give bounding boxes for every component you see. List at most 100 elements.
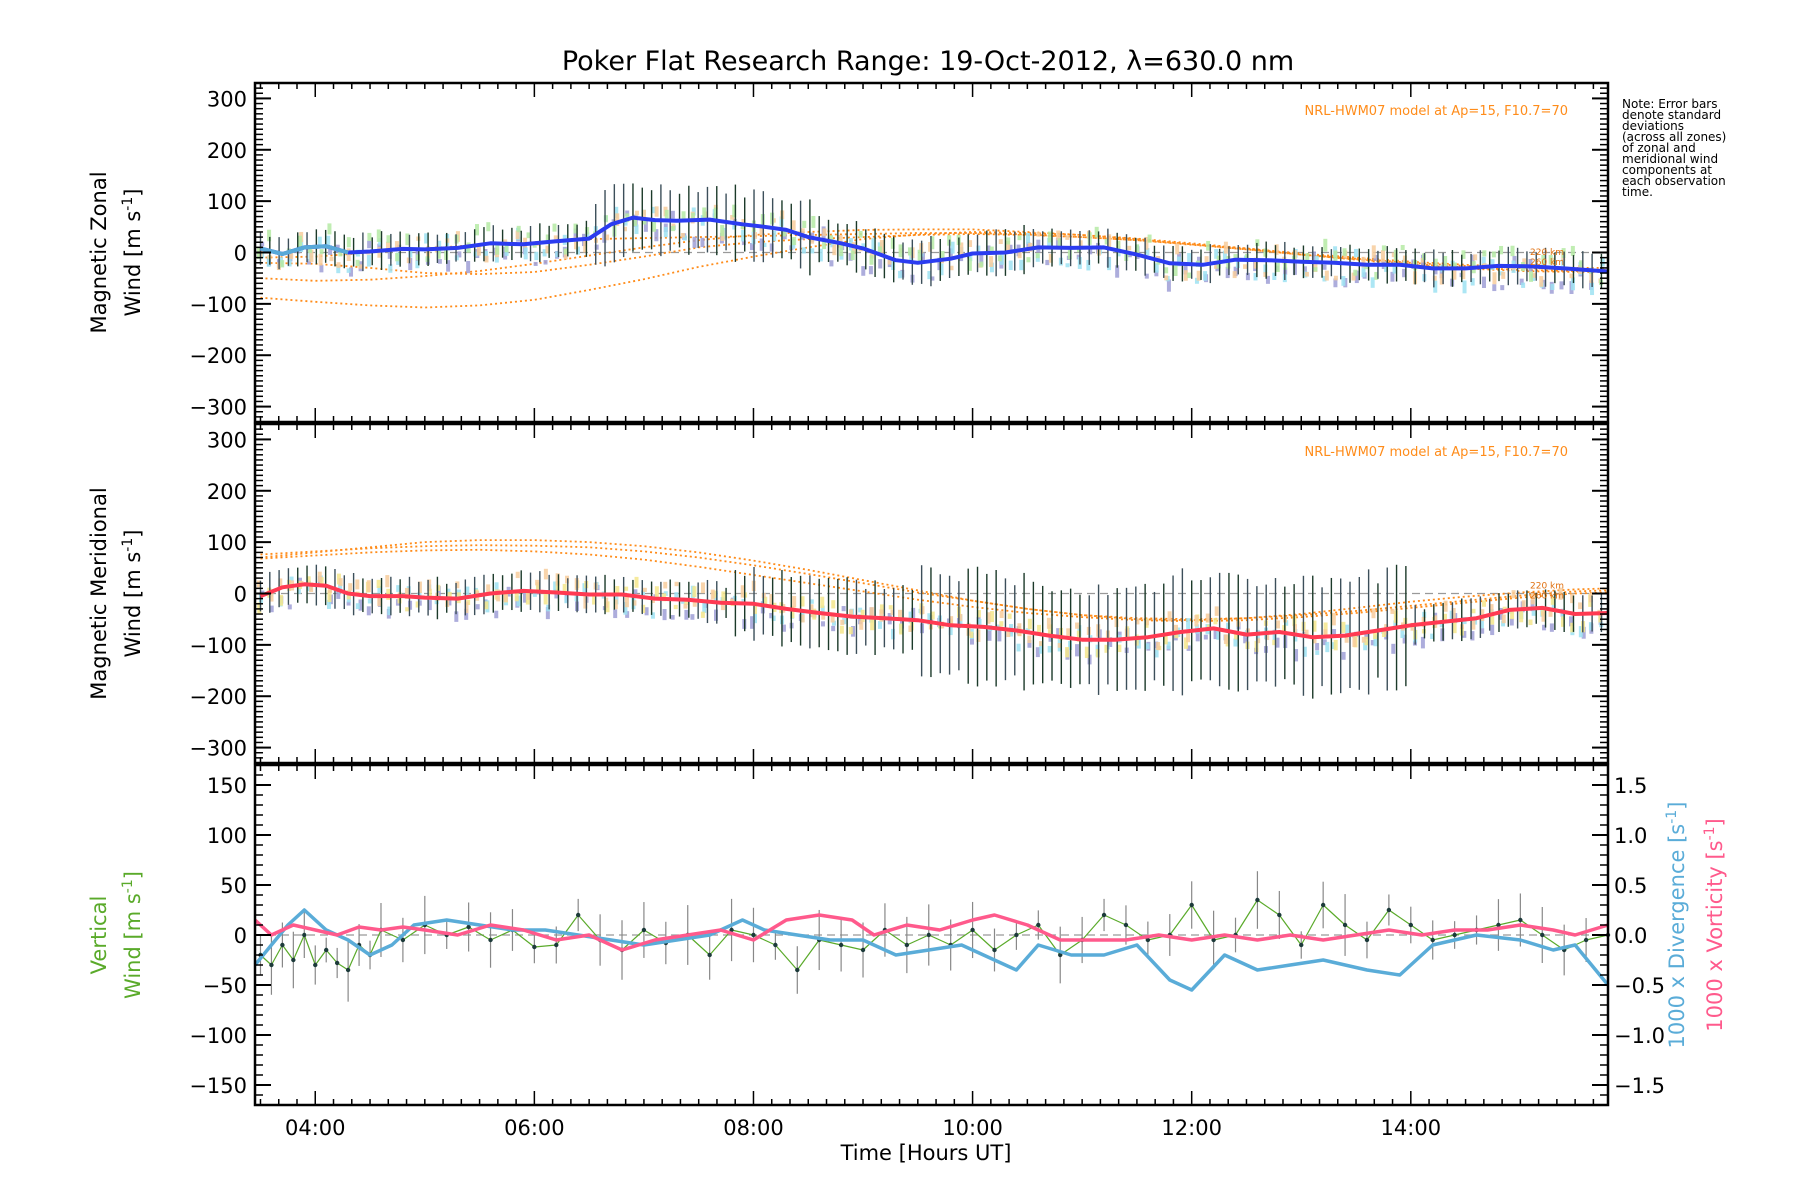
model-curve xyxy=(260,232,1609,271)
zone-observation xyxy=(473,251,478,257)
zone-observation xyxy=(1559,281,1564,290)
zone-observation xyxy=(474,224,479,236)
zone-observation xyxy=(309,582,314,592)
y-tick-label: 200 xyxy=(207,139,247,163)
zone-observation xyxy=(455,581,460,589)
zone-observation xyxy=(546,604,551,612)
zone-observation xyxy=(532,242,537,248)
zone-observation xyxy=(367,598,372,604)
zone-observation xyxy=(1065,646,1070,658)
zone-observation xyxy=(328,588,333,594)
vertical-wind-point xyxy=(269,962,274,968)
zone-observation xyxy=(317,236,322,245)
zone-observation xyxy=(1174,624,1179,634)
zone-observation xyxy=(405,607,410,612)
zone-observation xyxy=(1213,617,1218,625)
zone-observation xyxy=(1195,630,1200,642)
zone-observation xyxy=(1075,622,1080,629)
zone-observation xyxy=(1473,254,1478,261)
zone-observation xyxy=(684,609,689,620)
zone-observation xyxy=(318,253,323,266)
zone-observation xyxy=(1341,621,1346,633)
vertical-wind-point xyxy=(860,947,866,953)
zone-observation xyxy=(1578,602,1583,610)
zone-observation xyxy=(417,600,422,606)
zone-observation xyxy=(632,215,637,227)
zone-observation xyxy=(792,236,797,246)
y-tick-label: 150 xyxy=(207,774,247,798)
x-tick-label: 04:00 xyxy=(285,1116,346,1140)
zone-observation xyxy=(762,242,767,248)
zone-observation xyxy=(446,260,451,272)
zone-observation xyxy=(464,601,469,614)
zone-observation xyxy=(930,236,935,250)
zone-observation xyxy=(1570,593,1575,604)
zone-observation xyxy=(890,237,895,249)
y-right-tick-label: −0.5 xyxy=(1614,974,1665,998)
zone-observation xyxy=(948,248,953,260)
zone-observation xyxy=(1107,234,1112,248)
zone-observation xyxy=(562,583,567,593)
zone-observation xyxy=(494,582,499,593)
zone-observation xyxy=(683,603,688,609)
zone-observation xyxy=(1452,269,1457,280)
zone-observation xyxy=(749,242,754,251)
x-axis-label: Time [Hours UT] xyxy=(840,1141,1012,1165)
zone-observation xyxy=(404,587,409,599)
zone-observation xyxy=(670,226,675,232)
zone-observation xyxy=(1107,257,1112,271)
zone-observation xyxy=(632,600,637,606)
zone-observation xyxy=(1253,257,1258,269)
zone-observation xyxy=(1186,618,1191,630)
zone-observation xyxy=(800,614,805,623)
zone-observation xyxy=(269,605,274,613)
model-label: NRL-HWM07 model at Ap=15, F10.7=70 xyxy=(1305,445,1569,460)
zone-observation xyxy=(879,609,884,622)
zone-observation xyxy=(376,229,381,242)
zone-observation xyxy=(1530,592,1535,605)
zone-observation xyxy=(366,606,371,616)
zone-observation xyxy=(810,248,815,254)
vertical-wind-point xyxy=(1036,922,1041,928)
zone-observation xyxy=(1154,270,1159,277)
zone-observation xyxy=(396,585,401,592)
zone-observation xyxy=(543,259,548,265)
zone-observation xyxy=(1492,272,1497,285)
zone-observation xyxy=(1579,260,1584,268)
zone-observation xyxy=(408,250,413,258)
zone-observation xyxy=(535,581,540,593)
zone-observation xyxy=(741,229,746,242)
zone-observation xyxy=(1006,631,1011,638)
zone-observation xyxy=(454,255,459,261)
zone-observation xyxy=(1117,644,1122,653)
zone-observation xyxy=(820,621,825,627)
zone-observation xyxy=(583,595,588,609)
vertical-wind-point xyxy=(729,927,734,933)
zone-observation xyxy=(1175,243,1180,255)
zone-observation xyxy=(386,241,391,253)
y-tick-label: −150 xyxy=(189,1074,247,1098)
zone-observation xyxy=(484,251,489,257)
zone-observation xyxy=(977,618,982,629)
zone-observation xyxy=(1324,270,1329,281)
zone-observation xyxy=(750,616,755,629)
zone-observation xyxy=(1333,250,1338,263)
zone-observation xyxy=(376,579,381,588)
zone-observation xyxy=(327,589,332,603)
zone-observation xyxy=(1164,267,1169,274)
zone-observation xyxy=(1026,257,1031,263)
zone-observation xyxy=(1117,631,1122,638)
zone-observation xyxy=(644,607,649,616)
zone-observation xyxy=(1272,639,1277,646)
zone-observation xyxy=(652,221,657,232)
zone-observation xyxy=(329,256,334,262)
zone-observation xyxy=(1275,620,1280,629)
zone-observation xyxy=(713,207,718,220)
zone-observation xyxy=(1570,622,1575,633)
zone-observation xyxy=(920,606,925,615)
zone-observation xyxy=(1206,240,1211,251)
zone-observation xyxy=(818,248,823,262)
zone-observation xyxy=(650,612,655,619)
zone-observation xyxy=(1275,637,1280,648)
zone-observation xyxy=(1206,624,1211,629)
